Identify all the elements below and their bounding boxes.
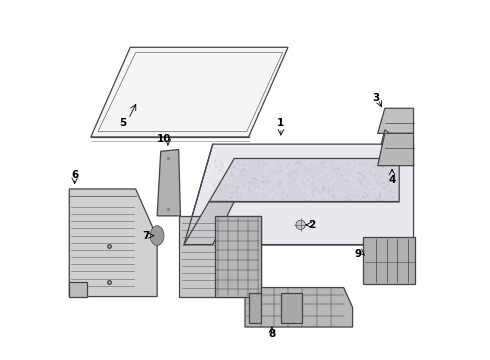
Text: 2: 2 <box>308 220 315 230</box>
Text: 8: 8 <box>268 329 275 339</box>
Polygon shape <box>184 144 414 244</box>
Polygon shape <box>209 158 399 202</box>
Polygon shape <box>91 47 288 137</box>
Text: 6: 6 <box>71 170 78 180</box>
Polygon shape <box>248 293 261 323</box>
Text: 5: 5 <box>120 118 127 128</box>
Text: 4: 4 <box>389 175 396 185</box>
Polygon shape <box>378 134 414 166</box>
Polygon shape <box>281 293 302 323</box>
Text: 10: 10 <box>157 134 171 144</box>
Polygon shape <box>245 288 353 327</box>
Polygon shape <box>179 216 261 297</box>
Polygon shape <box>157 149 180 216</box>
Polygon shape <box>184 202 234 244</box>
Polygon shape <box>69 189 157 297</box>
Polygon shape <box>364 237 416 284</box>
Polygon shape <box>381 130 403 155</box>
Polygon shape <box>215 216 261 297</box>
Polygon shape <box>378 108 414 134</box>
Text: 7: 7 <box>143 231 150 240</box>
Circle shape <box>296 220 305 229</box>
Text: 3: 3 <box>372 93 380 103</box>
Ellipse shape <box>150 226 164 246</box>
Text: 1: 1 <box>277 118 285 128</box>
Polygon shape <box>69 282 87 297</box>
Text: 9: 9 <box>354 248 362 258</box>
